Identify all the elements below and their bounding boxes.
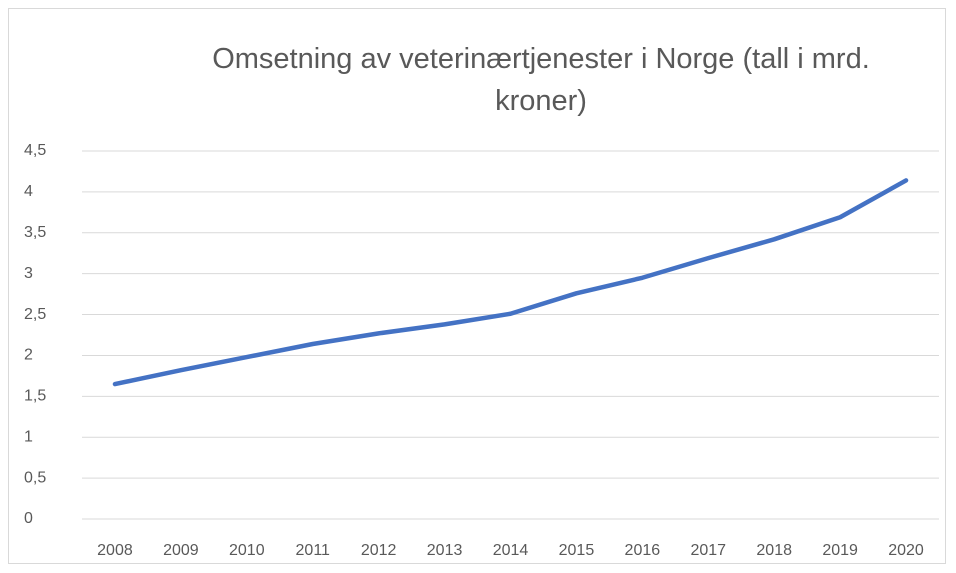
x-tick-label: 2010 bbox=[229, 542, 265, 559]
x-tick-label: 2016 bbox=[625, 542, 661, 559]
chart-frame bbox=[8, 8, 946, 564]
x-tick-label: 2020 bbox=[888, 542, 924, 559]
data-line bbox=[112, 178, 909, 387]
y-tick-label: 0 bbox=[24, 510, 33, 527]
x-tick-label: 2014 bbox=[493, 542, 529, 559]
x-tick-label: 2017 bbox=[690, 542, 726, 559]
x-tick-label: 2018 bbox=[756, 542, 792, 559]
y-tick-label: 3,5 bbox=[24, 224, 46, 241]
y-tick-label: 3 bbox=[24, 265, 33, 282]
x-tick-label: 2008 bbox=[97, 542, 133, 559]
x-tick-label: 2019 bbox=[822, 542, 858, 559]
x-tick-label: 2011 bbox=[296, 542, 331, 559]
y-tick-label: 4 bbox=[24, 183, 33, 200]
y-tick-label: 0,5 bbox=[24, 469, 46, 486]
y-tick-label: 2,5 bbox=[24, 306, 46, 323]
x-tick-label: 2009 bbox=[163, 542, 199, 559]
y-tick-label: 1,5 bbox=[24, 388, 46, 405]
y-tick-label: 1 bbox=[24, 428, 33, 445]
x-tick-label: 2013 bbox=[427, 542, 463, 559]
y-tick-label: 2 bbox=[24, 347, 33, 364]
x-tick-label: 2015 bbox=[559, 542, 595, 559]
x-tick-label: 2012 bbox=[361, 542, 397, 559]
chart-title: Omsetning av veterinærtjenester i Norge … bbox=[212, 43, 870, 117]
y-tick-label: 4,5 bbox=[24, 142, 46, 159]
